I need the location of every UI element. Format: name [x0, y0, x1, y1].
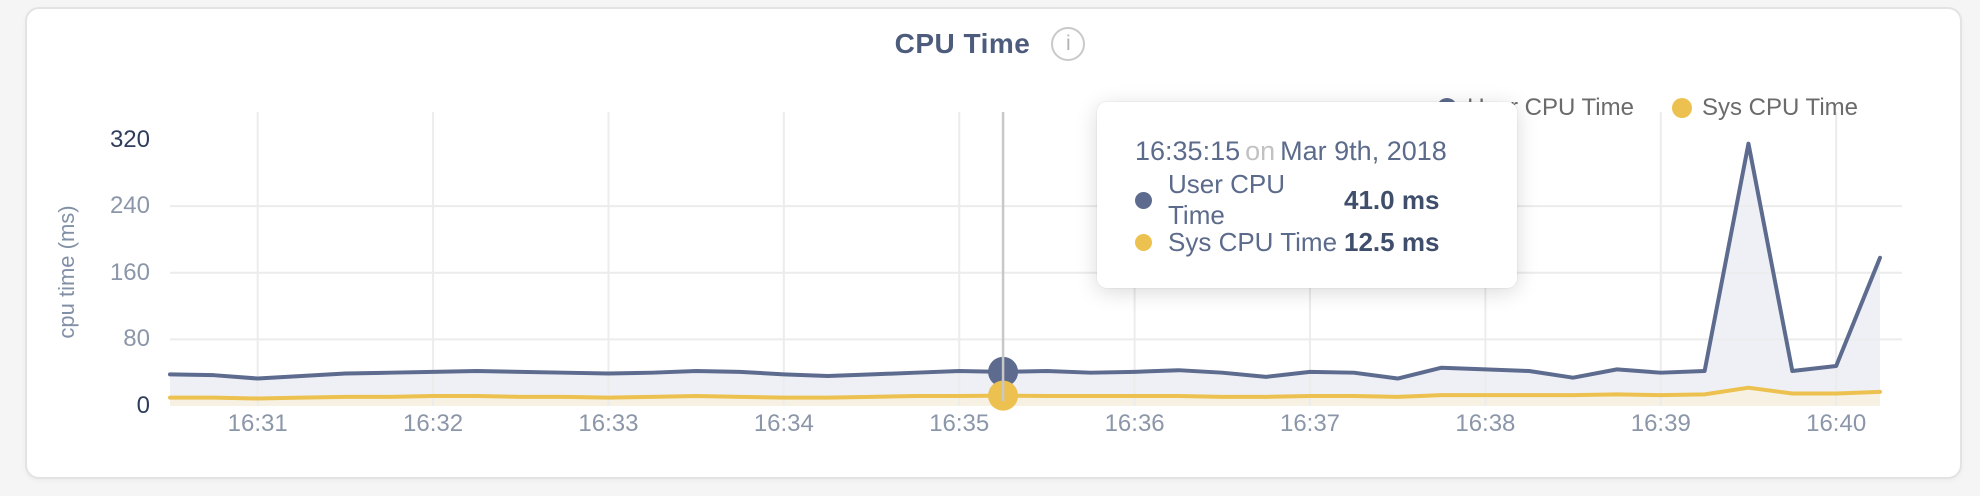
tooltip-timestamp: 16:35:15 on Mar 9th, 2018: [1135, 136, 1517, 167]
y-axis-title: cpu time (ms): [54, 205, 79, 339]
legend-item-sys[interactable]: Sys CPU Time: [1671, 94, 1858, 122]
chart-title: CPU Time: [894, 28, 1031, 59]
tooltip-value-user: 41.0 ms: [1344, 184, 1440, 215]
tooltip-connector: on: [1245, 136, 1276, 166]
user-series-area: [170, 143, 1880, 406]
legend-dot-sys: [1671, 98, 1692, 118]
sys-series-line: [168, 385, 1882, 401]
legend-label-sys: Sys CPU Time: [1701, 94, 1858, 121]
hover-tooltip: 16:35:15 on Mar 9th, 2018 User CPU Time 41…: [1097, 102, 1517, 288]
info-icon[interactable]: i: [1051, 27, 1086, 61]
tooltip-date: Mar 9th, 2018: [1280, 136, 1447, 166]
tooltip-row-sys: Sys CPU Time 12.5 ms: [1135, 221, 1517, 263]
tooltip-time: 16:35:15: [1135, 136, 1241, 166]
tooltip-label-user: User CPU Time: [1168, 169, 1286, 230]
tooltip-dot-user: [1135, 191, 1152, 209]
tooltip-dot-sys: [1135, 233, 1152, 251]
tooltip-value-sys: 12.5 ms: [1344, 226, 1440, 257]
tooltip-label-sys: Sys CPU Time: [1168, 226, 1338, 257]
tooltip-row-user: User CPU Time 41.0 ms: [1135, 169, 1517, 230]
user-series-line: [168, 141, 1882, 381]
chart-header: CPU Time i: [0, 27, 1980, 61]
